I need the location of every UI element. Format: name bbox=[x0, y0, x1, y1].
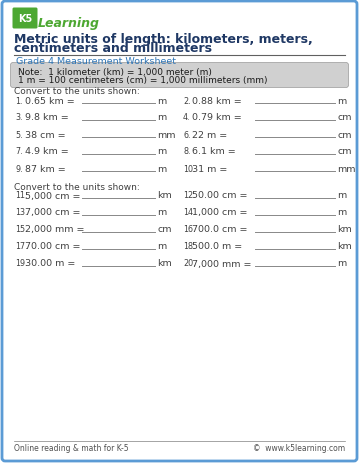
Text: m: m bbox=[157, 147, 166, 156]
Text: 9.8 km =: 9.8 km = bbox=[25, 113, 69, 122]
Text: 5,000 cm =: 5,000 cm = bbox=[25, 191, 80, 200]
Text: m: m bbox=[157, 96, 166, 105]
Text: m: m bbox=[157, 164, 166, 173]
Text: Learning: Learning bbox=[38, 17, 100, 30]
Text: 50.00 cm =: 50.00 cm = bbox=[192, 191, 247, 200]
Text: mm: mm bbox=[157, 130, 176, 139]
Text: 0.88 km =: 0.88 km = bbox=[192, 96, 242, 105]
Text: Grade 4 Measurement Worksheet: Grade 4 Measurement Worksheet bbox=[16, 57, 176, 66]
Text: Metric units of length: kilometers, meters,: Metric units of length: kilometers, mete… bbox=[14, 32, 313, 45]
Text: 14.: 14. bbox=[183, 208, 196, 217]
Text: m: m bbox=[337, 96, 346, 105]
Text: 500.0 m =: 500.0 m = bbox=[192, 242, 242, 251]
Text: 1,000 cm =: 1,000 cm = bbox=[192, 208, 247, 217]
Text: 0.79 km =: 0.79 km = bbox=[192, 113, 242, 122]
Text: m: m bbox=[157, 113, 166, 122]
Text: m: m bbox=[337, 191, 346, 200]
Text: m: m bbox=[337, 208, 346, 217]
Text: km: km bbox=[157, 191, 172, 200]
Text: 7,000 mm =: 7,000 mm = bbox=[192, 259, 252, 268]
Text: 7.: 7. bbox=[15, 147, 23, 156]
Text: 10.: 10. bbox=[183, 164, 196, 173]
Text: m: m bbox=[157, 242, 166, 251]
Text: 19.: 19. bbox=[15, 259, 28, 268]
Text: 3.: 3. bbox=[15, 113, 23, 122]
Text: Note:  1 kilometer (km) = 1,000 meter (m): Note: 1 kilometer (km) = 1,000 meter (m) bbox=[18, 67, 212, 76]
Text: 30.00 m =: 30.00 m = bbox=[25, 259, 75, 268]
Text: 4.9 km =: 4.9 km = bbox=[25, 147, 69, 156]
Text: 0.65 km =: 0.65 km = bbox=[25, 96, 75, 105]
Text: centimeters and millimeters: centimeters and millimeters bbox=[14, 43, 212, 56]
Text: 13.: 13. bbox=[15, 208, 28, 217]
Text: mm: mm bbox=[337, 164, 355, 173]
Text: 1 m = 100 centimeters (cm) = 1,000 millimeters (mm): 1 m = 100 centimeters (cm) = 1,000 milli… bbox=[18, 76, 267, 85]
Text: ©  www.k5learning.com: © www.k5learning.com bbox=[253, 444, 345, 452]
Text: km: km bbox=[157, 259, 172, 268]
Text: 7,000 cm =: 7,000 cm = bbox=[25, 208, 80, 217]
Text: cm: cm bbox=[337, 130, 351, 139]
Text: 6.1 km =: 6.1 km = bbox=[192, 147, 236, 156]
Text: 2,000 mm =: 2,000 mm = bbox=[25, 225, 84, 234]
Text: 17.: 17. bbox=[15, 242, 28, 251]
Text: 31 m =: 31 m = bbox=[192, 164, 227, 173]
Text: cm: cm bbox=[337, 113, 351, 122]
Text: 15.: 15. bbox=[15, 225, 28, 234]
Text: 38 cm =: 38 cm = bbox=[25, 130, 66, 139]
Text: K5: K5 bbox=[18, 14, 32, 24]
Text: km: km bbox=[337, 225, 352, 234]
Text: 2.: 2. bbox=[183, 96, 191, 105]
Text: 20.: 20. bbox=[183, 259, 196, 268]
Text: 70.00 cm =: 70.00 cm = bbox=[25, 242, 80, 251]
Text: 700.0 cm =: 700.0 cm = bbox=[192, 225, 247, 234]
Text: 5.: 5. bbox=[15, 130, 23, 139]
FancyBboxPatch shape bbox=[10, 63, 349, 88]
Text: 18.: 18. bbox=[183, 242, 196, 251]
Text: Convert to the units shown:: Convert to the units shown: bbox=[14, 182, 140, 191]
Text: km: km bbox=[337, 242, 352, 251]
Text: m: m bbox=[337, 259, 346, 268]
Text: 1.: 1. bbox=[15, 96, 23, 105]
Text: 12.: 12. bbox=[183, 191, 196, 200]
Text: 11.: 11. bbox=[15, 191, 28, 200]
Text: 6.: 6. bbox=[183, 130, 191, 139]
Text: 4.: 4. bbox=[183, 113, 191, 122]
Text: m: m bbox=[157, 208, 166, 217]
Text: Online reading & math for K-5: Online reading & math for K-5 bbox=[14, 444, 129, 452]
Text: 8.: 8. bbox=[183, 147, 191, 156]
Text: cm: cm bbox=[337, 147, 351, 156]
FancyBboxPatch shape bbox=[13, 8, 37, 30]
Text: 16.: 16. bbox=[183, 225, 196, 234]
Text: 9.: 9. bbox=[15, 164, 23, 173]
Text: 87 km =: 87 km = bbox=[25, 164, 66, 173]
Text: Convert to the units shown:: Convert to the units shown: bbox=[14, 88, 140, 96]
Text: 22 m =: 22 m = bbox=[192, 130, 227, 139]
Text: cm: cm bbox=[157, 225, 172, 234]
